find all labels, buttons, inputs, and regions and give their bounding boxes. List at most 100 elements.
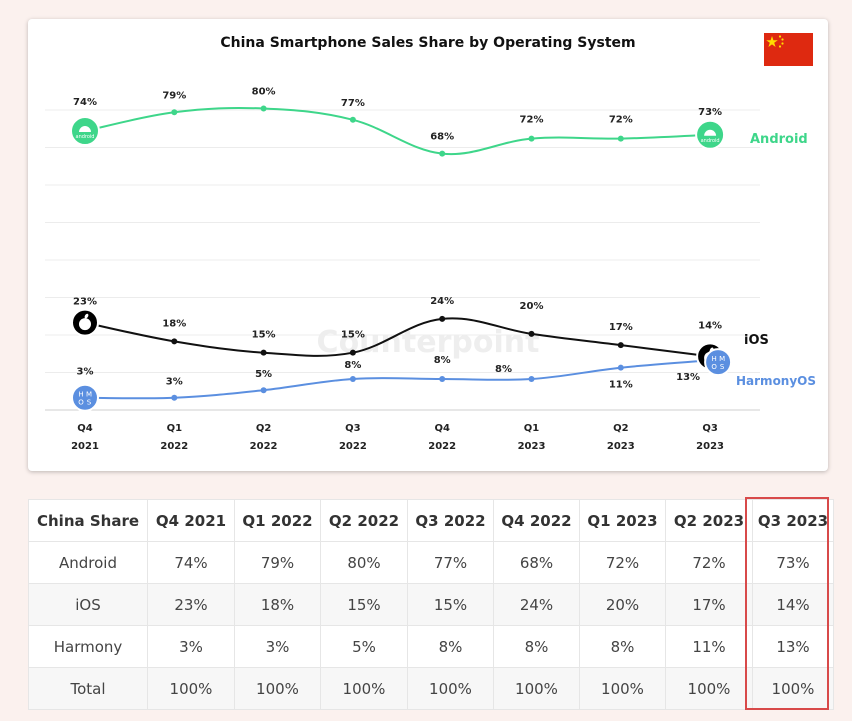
apple-icon-leaf [84,313,89,319]
table-header-cell: Q3 2023 [752,499,834,542]
data-label: 15% [252,330,276,341]
series-ios: 23% 18% 15% 15% 24% 20% 17% 14% [73,296,722,358]
data-label: 3% [166,377,183,388]
harmonyos-icon: H MO S [71,383,99,412]
legend-android: Android [750,132,808,147]
table-cell: 14% [752,583,834,626]
table-cell: 18% [234,583,321,626]
x-tick-label-year: 2022 [160,441,188,452]
share-table-wrapper: China Share Q4 2021 Q1 2022 Q2 2022 Q3 2022 Q… [28,499,834,710]
table-cell: 72% [665,541,753,584]
table-cell: 23% [147,583,235,626]
x-tick-label-quarter: Q2 [613,423,629,434]
table-cell: 15% [407,583,494,626]
table-header-cell: Q4 2021 [147,499,235,542]
table-cell: 100% [320,667,408,710]
table-cell: 5% [320,625,408,668]
data-label: 8% [495,364,512,375]
data-point [171,338,178,345]
android-icon-text: android [76,134,95,140]
table-header-cell: Q1 2023 [579,499,666,542]
data-point [617,135,624,142]
table-cell: 11% [665,625,753,668]
data-label: 17% [609,322,633,333]
android-icon: android [70,116,100,147]
data-point [439,315,446,322]
table-cell: 74% [147,541,235,584]
data-point [439,150,446,157]
table-cell: 24% [493,583,580,626]
data-label: 14% [698,320,722,331]
table-row: iOS 23% 18% 15% 15% 24% 20% 17% 14% [28,583,834,626]
table-cell: 100% [234,667,321,710]
x-tick-label-year: 2023 [518,441,546,452]
table-row: Android 74% 79% 80% 77% 68% 72% 72% 73% [28,541,834,584]
table-cell: 68% [493,541,580,584]
data-label: 20% [520,301,544,312]
series-line-harmonyos [84,359,711,400]
data-label: 72% [609,115,633,126]
data-point [528,135,535,142]
chart-card: China Smartphone Sales Share by Operatin… [28,19,828,471]
x-tick-label-quarter: Q3 [702,423,718,434]
android-icon: android [695,119,726,150]
data-point [349,375,356,382]
table-header-cell: Q2 2023 [665,499,753,542]
data-label: 15% [341,330,365,341]
harmonyos-icon-letter: O [711,363,717,371]
series-line-ios [84,317,711,358]
table-header-row: China Share Q4 2021 Q1 2022 Q2 2022 Q3 2022 Q… [28,499,834,542]
table-cell: 100% [579,667,666,710]
android-icon-head [704,129,717,136]
series-android: 74% 79% 80% 77% 68% 72% 72% 73% [73,87,722,157]
android-icon-text: android [701,138,720,144]
table-row: Total 100% 100% 100% 100% 100% 100% 100% 100% [28,667,834,710]
table-cell: 20% [579,583,666,626]
data-point [260,349,267,356]
table-cell: 73% [752,541,834,584]
data-label: 11% [609,380,633,391]
x-tick-label-year: 2023 [607,441,635,452]
data-label: 80% [252,87,276,98]
table-row-label: Android [28,541,148,584]
data-label: 73% [698,107,722,118]
data-label: 18% [162,318,186,329]
china-flag-icon [764,33,813,66]
data-point [617,342,624,349]
harmonyos-icon-letter: M [86,391,92,399]
table-cell: 3% [234,625,321,668]
data-label: 72% [520,115,544,126]
apple-icon [71,308,99,337]
data-point [349,116,356,123]
harmonyos-icon-letter: H [711,355,716,363]
harmonyos-icon-circle [704,348,733,377]
data-label: 23% [73,297,97,308]
table-cell: 100% [147,667,235,710]
table-cell: 8% [493,625,580,668]
legend-harmonyos: HarmonyOS [736,374,816,388]
table-row-label: iOS [28,583,148,626]
x-tick-label-quarter: Q4 [77,423,93,434]
harmonyos-icon-letter: S [720,363,725,371]
share-table: China Share Q4 2021 Q1 2022 Q2 2022 Q3 2022 Q… [28,499,834,710]
x-tick-label-year: 2023 [696,441,724,452]
harmonyos-icon-letter: H [78,391,83,399]
table-cell: 100% [407,667,494,710]
table-cell: 17% [665,583,753,626]
table-cell: 100% [752,667,834,710]
data-label: 3% [77,367,94,378]
x-tick-label-quarter: Q1 [524,423,540,434]
apple-icon-body [79,318,91,331]
x-tick-label-quarter: Q3 [345,423,361,434]
data-point [439,375,446,382]
data-point [171,109,178,116]
data-point [528,375,535,382]
chart-title: China Smartphone Sales Share by Operatin… [220,35,636,51]
data-point [617,364,624,371]
harmonyos-icon-letter: S [87,399,92,407]
x-tick-label-year: 2021 [71,441,99,452]
table-cell: 79% [234,541,321,584]
x-tick-label-year: 2022 [339,441,367,452]
table-row: Harmony 3% 3% 5% 8% 8% 8% 11% 13% [28,625,834,668]
harmonyos-icon-letter: M [719,355,725,363]
